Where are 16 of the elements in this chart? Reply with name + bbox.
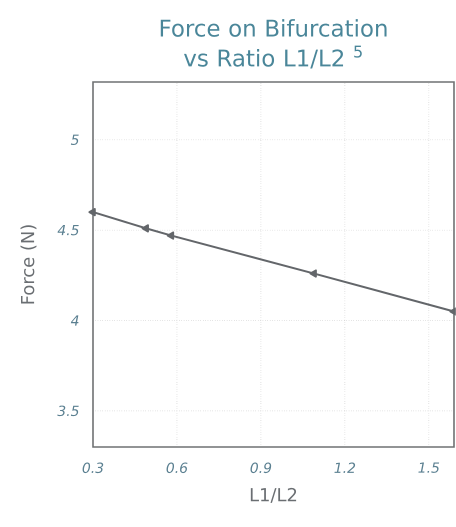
y-tick-label: 4.5	[58, 224, 79, 236]
point	[88, 208, 96, 216]
point	[142, 224, 150, 232]
y-tick-label: 3.5	[57, 406, 79, 416]
x-tick-label: 1.2	[334, 462, 356, 473]
y-tick-label: 5	[70, 134, 79, 146]
x-tick-label: 0.6	[166, 462, 188, 474]
y-tick-label: 4	[70, 315, 79, 326]
x-tick-label: 1.5	[418, 462, 440, 473]
x-tick-label: 0.3	[82, 462, 104, 474]
x-axis-title: L1/L2	[250, 488, 296, 503]
x-tick-label: 0.9	[250, 462, 272, 474]
chart-title: Force on Bifurcation vs Ratio L1/L2 $^{5}$	[160, 19, 387, 68]
point	[166, 231, 174, 240]
y-axis-title: Force (N)	[20, 225, 37, 304]
point	[310, 269, 317, 278]
